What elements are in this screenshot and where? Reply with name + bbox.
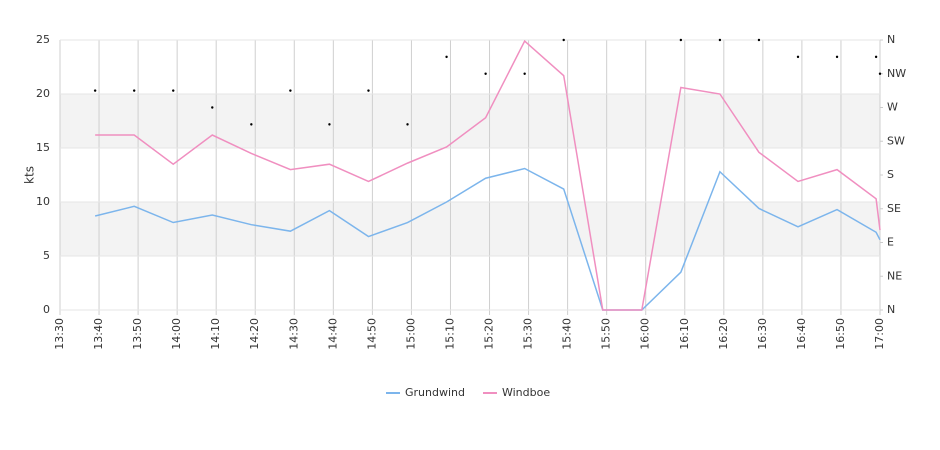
y2-tick-label: S bbox=[887, 168, 894, 181]
y-tick-label: 15 bbox=[36, 141, 50, 154]
x-tick-label: 15:10 bbox=[443, 318, 456, 350]
x-tick-label: 16:10 bbox=[678, 318, 691, 350]
x-tick-label: 13:30 bbox=[53, 318, 66, 350]
x-tick-label: 13:40 bbox=[92, 318, 105, 350]
y-axis-label: kts bbox=[23, 166, 37, 184]
direction-dot bbox=[523, 72, 526, 75]
grid-band bbox=[60, 94, 880, 148]
direction-dot bbox=[757, 38, 761, 42]
direction-dot bbox=[562, 38, 565, 42]
x-tick-label: 15:00 bbox=[404, 318, 417, 350]
y2-tick-label: N bbox=[887, 33, 895, 46]
x-tick-label: 16:50 bbox=[834, 318, 847, 350]
direction-dot bbox=[289, 89, 292, 92]
x-tick-label: 16:30 bbox=[756, 318, 769, 350]
y2-tick-label: NW bbox=[887, 67, 906, 80]
y2-tick-label: N bbox=[887, 303, 895, 316]
series-line bbox=[95, 39, 881, 311]
x-tick-label: 14:00 bbox=[170, 318, 183, 350]
direction-dot bbox=[679, 38, 683, 42]
y-tick-label: 0 bbox=[43, 303, 50, 316]
x-tick-label: 14:40 bbox=[326, 318, 339, 350]
direction-dot bbox=[211, 106, 214, 109]
grid-band bbox=[60, 202, 880, 256]
x-tick-label: 15:20 bbox=[483, 318, 496, 350]
x-tick-label: 15:50 bbox=[600, 318, 613, 350]
direction-dot bbox=[406, 123, 409, 126]
x-tick-label: 17:00 bbox=[873, 318, 886, 350]
direction-dot bbox=[250, 123, 253, 126]
direction-dot bbox=[796, 55, 800, 59]
x-tick-label: 14:30 bbox=[287, 318, 300, 350]
x-tick-label: 14:50 bbox=[365, 318, 378, 350]
y2-tick-label: SE bbox=[887, 202, 901, 215]
x-tick-label: 16:00 bbox=[639, 318, 652, 350]
direction-dot bbox=[445, 55, 448, 59]
x-tick-label: 14:20 bbox=[248, 318, 261, 350]
direction-dot bbox=[718, 38, 722, 42]
y-tick-label: 25 bbox=[36, 33, 50, 46]
legend-label: Grundwind bbox=[405, 386, 465, 399]
y2-tick-label: NE bbox=[887, 269, 902, 282]
x-tick-label: 15:30 bbox=[522, 318, 535, 350]
direction-dot bbox=[878, 72, 882, 75]
direction-dot bbox=[328, 123, 331, 126]
direction-dot bbox=[172, 89, 175, 92]
direction-dot bbox=[367, 89, 370, 92]
direction-dot bbox=[484, 72, 487, 75]
direction-dot bbox=[835, 55, 839, 59]
x-tick-label: 16:20 bbox=[717, 318, 730, 350]
y-tick-label: 20 bbox=[36, 87, 50, 100]
x-tick-label: 13:50 bbox=[131, 318, 144, 350]
direction-dot bbox=[93, 89, 97, 92]
y2-tick-label: W bbox=[887, 101, 898, 114]
direction-dot bbox=[874, 55, 878, 59]
y-tick-label: 5 bbox=[43, 249, 50, 262]
x-tick-label: 14:10 bbox=[209, 318, 222, 350]
x-tick-label: 16:40 bbox=[795, 318, 808, 350]
x-tick-label: 15:40 bbox=[561, 318, 574, 350]
y2-tick-label: E bbox=[887, 236, 894, 249]
y-tick-label: 10 bbox=[36, 195, 50, 208]
direction-dot bbox=[132, 89, 136, 92]
series-line bbox=[94, 167, 881, 311]
y2-tick-label: SW bbox=[887, 134, 905, 147]
legend-label: Windboe bbox=[502, 386, 550, 399]
